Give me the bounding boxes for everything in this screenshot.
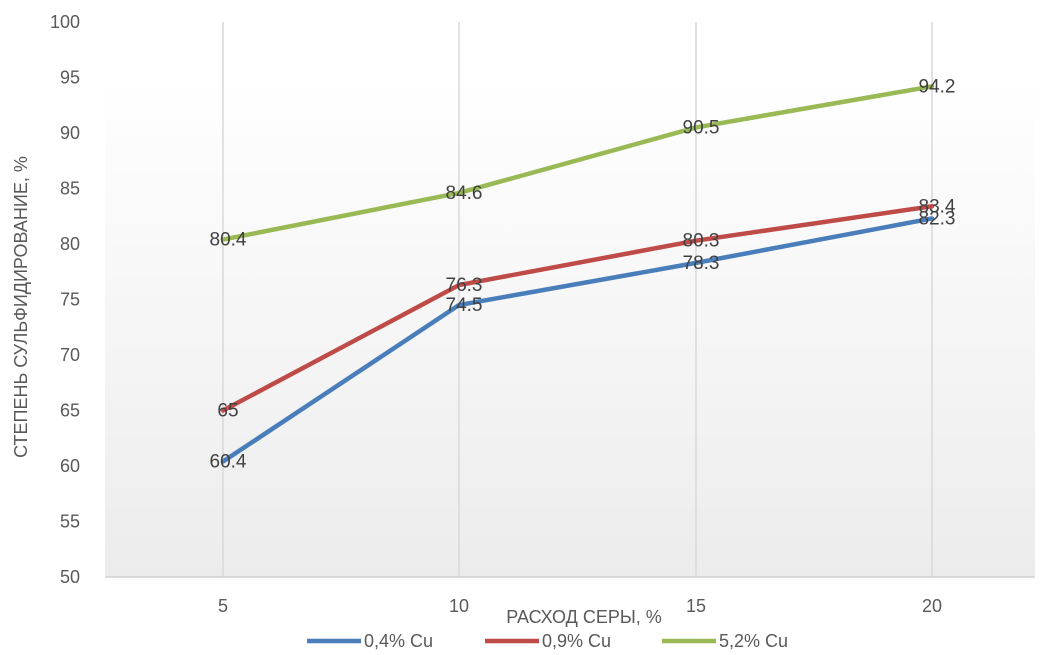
grid-lines (105, 22, 1035, 578)
series-line-3 (220, 84, 935, 242)
series-line-1 (220, 216, 935, 464)
data-label: 74.5 (446, 295, 483, 316)
series-lines (220, 84, 935, 464)
data-label: 65 (217, 401, 238, 422)
x-tick-label: 15 (686, 596, 706, 616)
series-line-2 (220, 204, 935, 413)
y-tick-label: 90 (60, 123, 80, 143)
data-label: 60.4 (210, 452, 247, 473)
data-labels: 60.4 74.5 78.3 82.3 65 76.3 80.3 83.4 80.4 84.6 90… (210, 76, 956, 472)
y-tick-label: 50 (60, 567, 80, 587)
y-tick-label: 95 (60, 68, 80, 88)
y-tick-label: 70 (60, 345, 80, 365)
plot-area (105, 77, 1035, 577)
legend-label-1: 0,4% Cu (364, 631, 433, 651)
y-tick-label: 60 (60, 456, 80, 476)
data-label: 84.6 (446, 183, 483, 204)
y-tick-label: 80 (60, 234, 80, 254)
y-axis-ticks: 50 55 60 65 70 75 80 85 90 95 100 (50, 12, 80, 587)
x-tick-label: 20 (922, 596, 942, 616)
data-label: 82.3 (919, 208, 956, 229)
legend: 0,4% Cu 0,9% Cu 5,2% Cu (307, 631, 788, 651)
x-axis-ticks: 5 10 15 20 (218, 596, 942, 616)
x-tick-label: 10 (449, 596, 469, 616)
data-label: 78.3 (683, 253, 720, 274)
data-label: 94.2 (919, 76, 956, 97)
data-label: 80.4 (210, 230, 247, 251)
data-label: 80.3 (683, 231, 720, 252)
y-tick-label: 55 (60, 512, 80, 532)
y-tick-label: 100 (50, 12, 80, 32)
y-tick-label: 75 (60, 290, 80, 310)
data-label: 76.3 (446, 275, 483, 296)
data-label: 83.4 (919, 196, 956, 217)
x-axis-title: РАСХОД СЕРЫ, % (506, 607, 662, 627)
data-label: 90.5 (683, 117, 720, 138)
x-tick-label: 5 (218, 596, 228, 616)
legend-label-3: 5,2% Cu (719, 631, 788, 651)
y-axis-title: СТЕПЕНЬ СУЛЬФИДИРОВАНИЕ, % (11, 156, 31, 458)
y-tick-label: 85 (60, 179, 80, 199)
legend-label-2: 0,9% Cu (542, 631, 611, 651)
y-tick-label: 65 (60, 401, 80, 421)
